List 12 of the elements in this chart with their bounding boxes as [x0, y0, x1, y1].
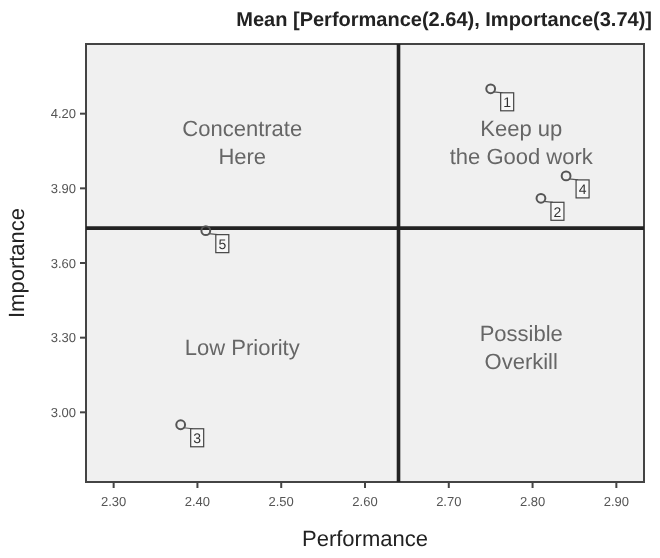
point — [535, 192, 547, 204]
point — [200, 225, 212, 237]
annotation: Possible Overkill — [479, 323, 563, 376]
annotation: Keep up the Good work — [449, 118, 594, 171]
chart-title: Mean [Performance(2.64), Importance(3.74)] — [236, 10, 652, 32]
x-axis-title: Performance — [302, 528, 428, 552]
y-axis-title: Importance — [6, 207, 30, 319]
point — [175, 419, 187, 431]
point — [485, 83, 497, 95]
annotation: Concentrate Here — [182, 118, 303, 171]
point — [560, 170, 572, 182]
annotation: Low Priority — [184, 337, 301, 362]
